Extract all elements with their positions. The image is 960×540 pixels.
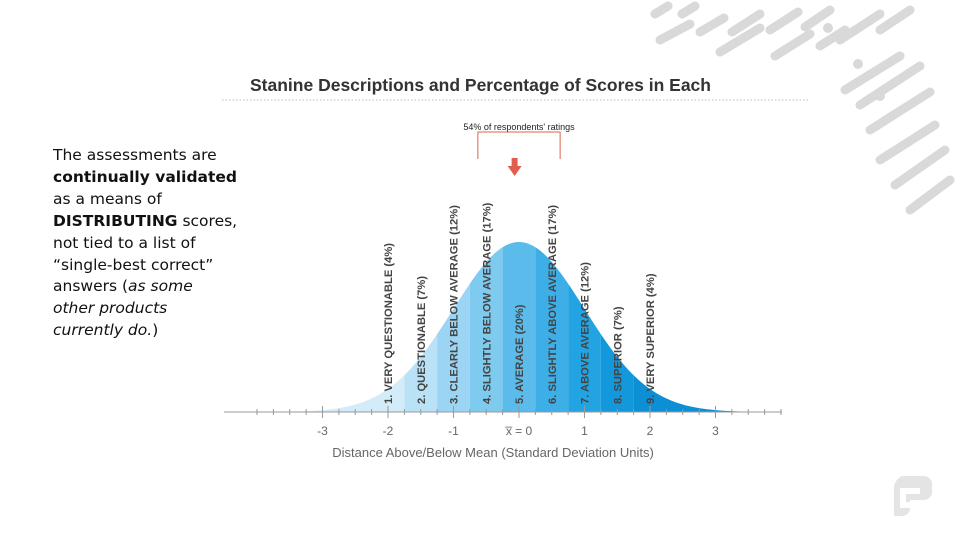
- decorative-stripe: [770, 29, 815, 61]
- annotation-arrow-icon: [507, 158, 522, 176]
- decorative-stripe: [865, 87, 935, 135]
- stanine-chart: Stanine Descriptions and Percentage of S…: [222, 75, 810, 460]
- decorative-stripe: [727, 9, 765, 37]
- stanine-label: 2. QUESTIONABLE (7%): [416, 276, 428, 404]
- stanine-label: 3. CLEARLY BELOW AVERAGE (12%): [449, 205, 461, 404]
- text-part: as a means of: [53, 189, 162, 208]
- annotation-text: 54% of respondents' ratings: [463, 122, 575, 132]
- decorative-stripe: [695, 13, 729, 37]
- decorative-stripe: [835, 9, 885, 45]
- stanine-label: 9. VERY SUPERIOR (4%): [645, 273, 657, 404]
- stanine-label: 1. VERY QUESTIONABLE (4%): [383, 243, 395, 404]
- slide-body-text: The assessments are continually validate…: [53, 145, 238, 342]
- x-tick-label: 3: [712, 424, 719, 438]
- stanine-band: [535, 247, 569, 412]
- decorative-dot: [875, 91, 885, 101]
- text-bold: DISTRIBUTING: [53, 211, 178, 230]
- stanine-label: 5. AVERAGE (20%): [514, 304, 526, 404]
- stanine-band: [600, 334, 634, 412]
- decorative-stripe: [840, 51, 905, 95]
- stanine-band: [437, 283, 470, 412]
- stanine-band: [257, 375, 405, 412]
- x-tick-label: -1: [448, 424, 459, 438]
- text-italic: as some other products currently do.: [53, 277, 193, 340]
- decorative-stripe: [650, 1, 673, 19]
- x-tick-label: 1: [581, 424, 588, 438]
- chart-title: Stanine Descriptions and Percentage of S…: [250, 75, 711, 95]
- stanine-band: [502, 242, 536, 412]
- stanine-label: 7. ABOVE AVERAGE (12%): [580, 262, 592, 404]
- x-tick-label: -2: [383, 424, 394, 438]
- stanine-label: 4. SLIGHTLY BELOW AVERAGE (17%): [481, 202, 493, 404]
- decorative-stripe: [890, 145, 950, 190]
- x-axis-label: Distance Above/Below Mean (Standard Devi…: [332, 445, 654, 460]
- x-tick-label: 2: [647, 424, 654, 438]
- brand-logo-icon: [893, 476, 932, 516]
- decorative-stripe: [875, 5, 915, 35]
- decorative-stripe: [800, 5, 835, 32]
- decorative-stripe: [815, 25, 850, 51]
- text-bold: continually validated: [53, 167, 238, 186]
- stanine-band: [404, 334, 438, 412]
- decorative-stripe: [905, 175, 955, 215]
- text-part: The assessments are: [53, 146, 217, 164]
- text-part: ): [152, 321, 159, 340]
- annotation-bracket: [477, 131, 561, 159]
- decorative-dot: [853, 59, 863, 69]
- text-part: scores, not tied to a list of “single-be…: [53, 211, 238, 296]
- stanine-band: [469, 247, 503, 412]
- x-tick-label: -3: [317, 424, 328, 438]
- decorative-dot: [823, 23, 833, 33]
- decorative-stripe: [677, 1, 700, 19]
- decorative-stripe: [855, 61, 925, 110]
- decorative-stripe: [715, 23, 765, 57]
- decorative-stripe: [655, 19, 695, 45]
- stanine-band: [568, 283, 601, 412]
- decorative-stripe: [875, 120, 940, 165]
- stanine-label: 8. SUPERIOR (7%): [612, 306, 624, 404]
- x-tick-label: x̅ = 0: [505, 424, 533, 438]
- stanine-label: 6. SLIGHTLY ABOVE AVERAGE (17%): [547, 205, 559, 404]
- decorative-stripe: [765, 7, 803, 35]
- stanine-band: [633, 375, 781, 412]
